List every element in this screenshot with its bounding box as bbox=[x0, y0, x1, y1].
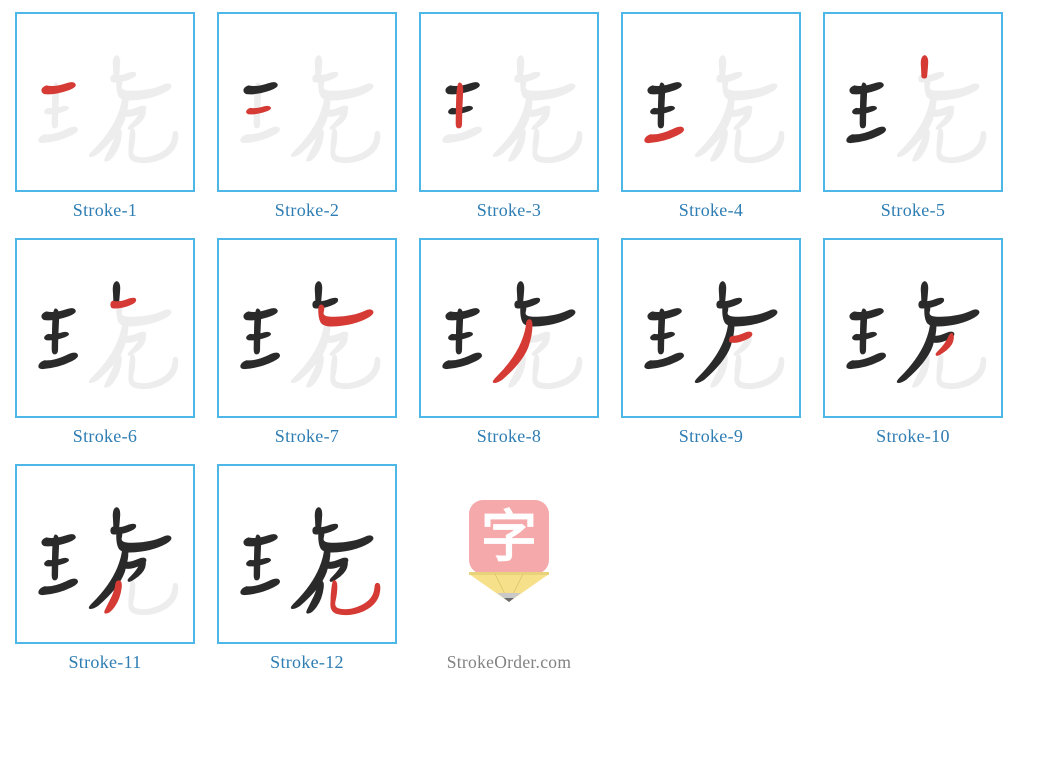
stroke-cell-6: Stroke-6 bbox=[15, 238, 195, 447]
stroke-label: Stroke-11 bbox=[68, 652, 141, 673]
stroke-label: Stroke-12 bbox=[270, 652, 344, 673]
stroke-box bbox=[217, 238, 397, 418]
svg-text:字: 字 bbox=[481, 505, 537, 568]
stroke-box bbox=[621, 238, 801, 418]
stroke-label: Stroke-2 bbox=[275, 200, 339, 221]
stroke-cell-4: Stroke-4 bbox=[621, 12, 801, 221]
stroke-cell-3: Stroke-3 bbox=[419, 12, 599, 221]
stroke-box bbox=[15, 464, 195, 644]
stroke-cell-1: Stroke-1 bbox=[15, 12, 195, 221]
stroke-label: Stroke-4 bbox=[679, 200, 743, 221]
stroke-cell-12: Stroke-12 bbox=[217, 464, 397, 673]
stroke-label: Stroke-10 bbox=[876, 426, 950, 447]
stroke-label: Stroke-7 bbox=[275, 426, 339, 447]
site-name: StrokeOrder.com bbox=[447, 652, 572, 673]
stroke-box bbox=[217, 464, 397, 644]
stroke-box bbox=[823, 238, 1003, 418]
site-logo: 字 bbox=[419, 464, 599, 644]
stroke-cell-8: Stroke-8 bbox=[419, 238, 599, 447]
stroke-box bbox=[621, 12, 801, 192]
stroke-label: Stroke-3 bbox=[477, 200, 541, 221]
stroke-cell-5: Stroke-5 bbox=[823, 12, 1003, 221]
stroke-box bbox=[419, 12, 599, 192]
stroke-label: Stroke-9 bbox=[679, 426, 743, 447]
stroke-cell-11: Stroke-11 bbox=[15, 464, 195, 673]
stroke-cell-10: Stroke-10 bbox=[823, 238, 1003, 447]
stroke-box bbox=[15, 238, 195, 418]
stroke-box bbox=[15, 12, 195, 192]
stroke-box bbox=[217, 12, 397, 192]
stroke-grid: Stroke-1 Stroke-2 Stroke-3 Stroke-4 Stroke-5… bbox=[15, 12, 1035, 673]
stroke-cell-2: Stroke-2 bbox=[217, 12, 397, 221]
logo-cell: 字 StrokeOrder.com bbox=[419, 464, 599, 673]
stroke-label: Stroke-5 bbox=[881, 200, 945, 221]
stroke-label: Stroke-1 bbox=[73, 200, 137, 221]
stroke-label: Stroke-8 bbox=[477, 426, 541, 447]
stroke-label: Stroke-6 bbox=[73, 426, 137, 447]
stroke-box bbox=[419, 238, 599, 418]
stroke-cell-9: Stroke-9 bbox=[621, 238, 801, 447]
stroke-cell-7: Stroke-7 bbox=[217, 238, 397, 447]
stroke-box bbox=[823, 12, 1003, 192]
